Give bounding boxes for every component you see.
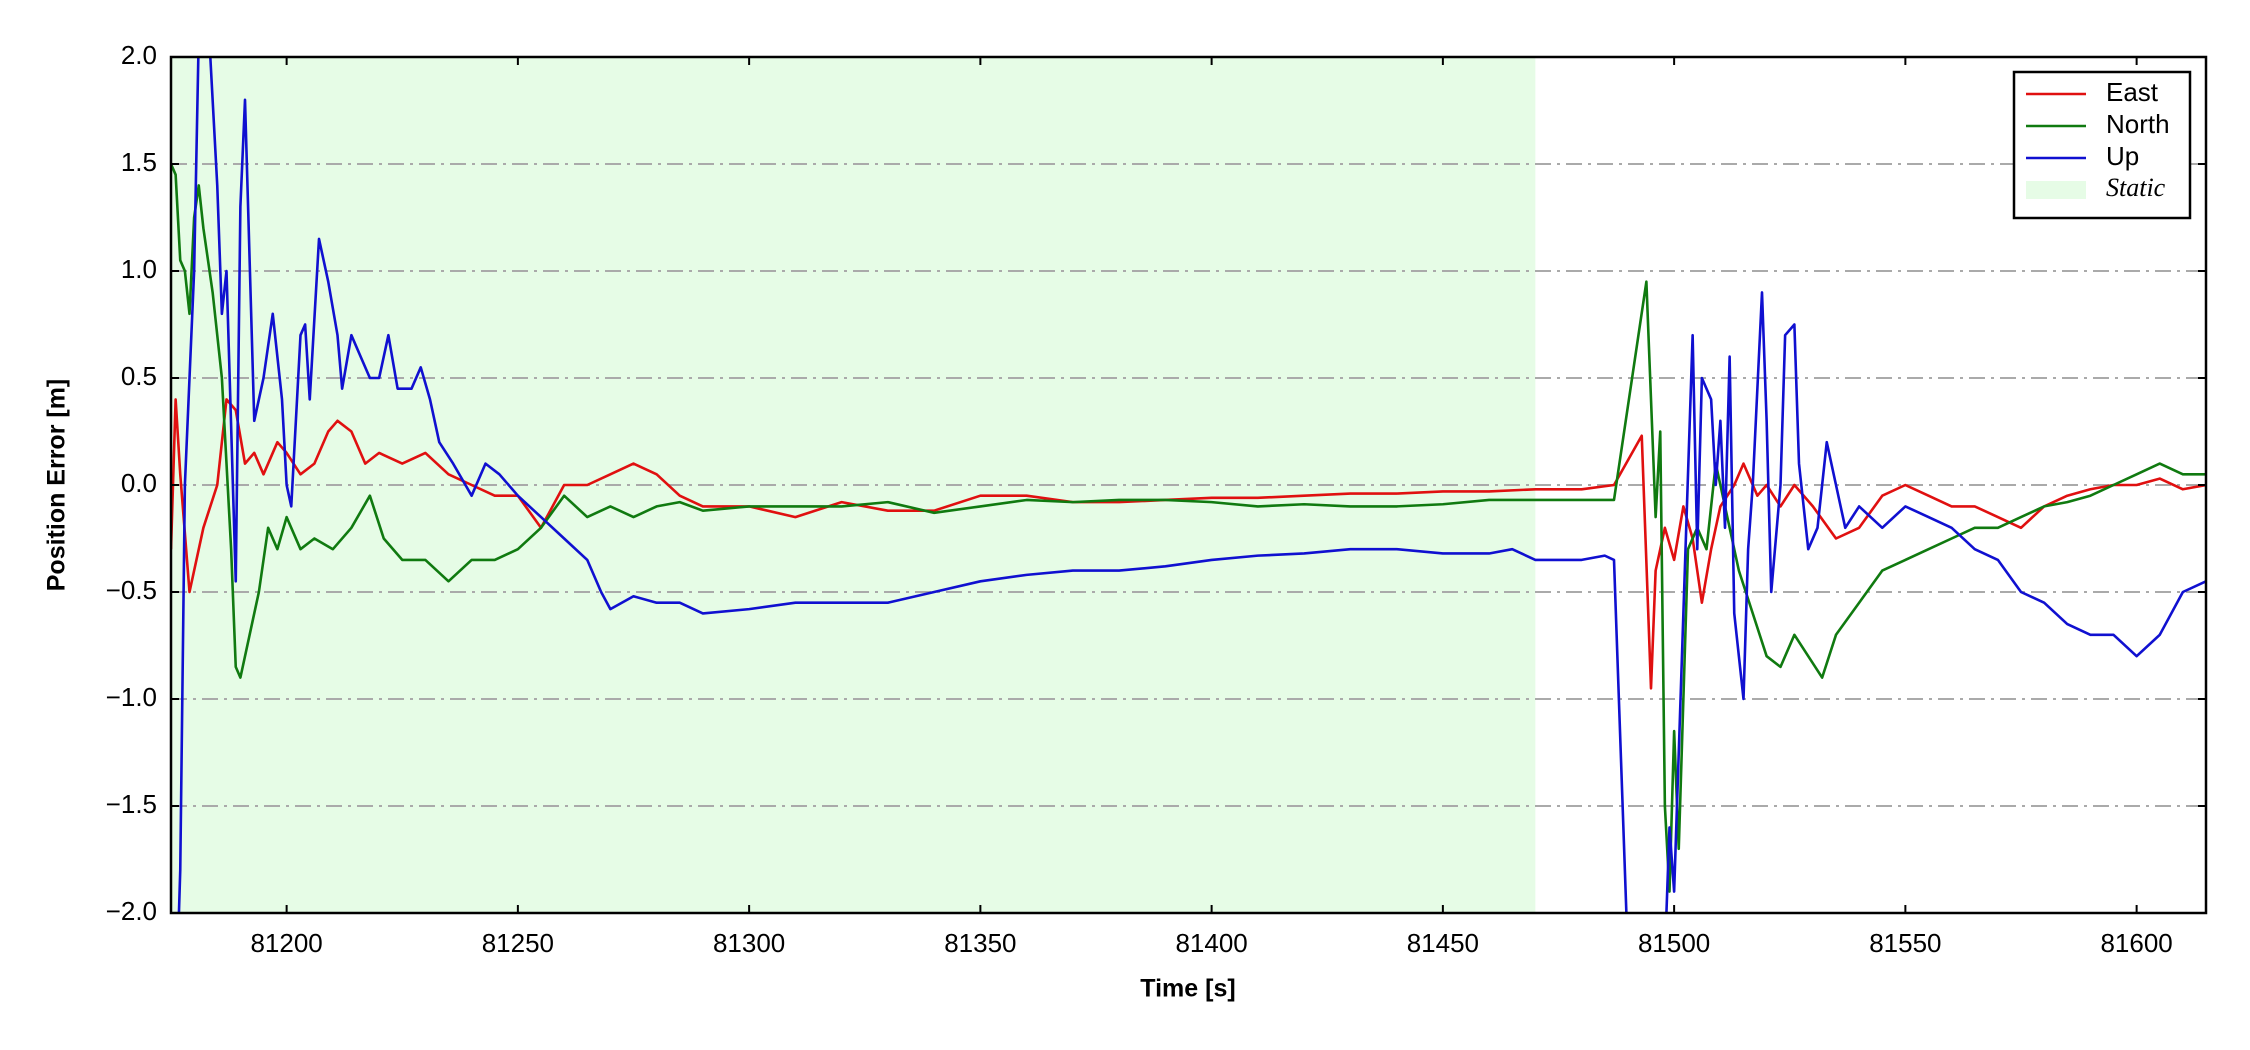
- y-axis-label: Position Error [m]: [43, 379, 71, 592]
- y-tick-label: 0.0: [121, 468, 157, 498]
- series-line: [171, 57, 2206, 913]
- x-tick-label: 81600: [2100, 928, 2172, 958]
- lines-layer: [171, 57, 2206, 913]
- legend-swatch: [2026, 181, 2086, 199]
- x-tick-label: 81300: [713, 928, 785, 958]
- x-tick-label: 81200: [250, 928, 322, 958]
- x-tick-label: 81450: [1407, 928, 1479, 958]
- y-tick-label: −2.0: [106, 896, 157, 926]
- x-tick-label: 81500: [1638, 928, 1710, 958]
- x-tick-label: 81250: [482, 928, 554, 958]
- x-tick-label: 81550: [1869, 928, 1941, 958]
- y-tick-label: 1.0: [121, 254, 157, 284]
- x-tick-label: 81350: [944, 928, 1016, 958]
- axes-layer: −2.0 −1.5 −1.0 −0.5 0.0 0.5 1.0 1.5 2.0 81200 8125…: [106, 40, 2208, 958]
- y-tick-label: 0.5: [121, 361, 157, 391]
- legend-label: East: [2106, 77, 2159, 107]
- x-tick-label: 81400: [1175, 928, 1247, 958]
- plot-frame: [169, 55, 2208, 915]
- y-tick-label: −1.5: [106, 789, 157, 819]
- series-line: [171, 398, 2206, 690]
- y-tick-label: 2.0: [121, 40, 157, 70]
- legend-label: Up: [2106, 141, 2139, 171]
- y-tick-label: −1.0: [106, 682, 157, 712]
- x-axis-label: Time [s]: [1140, 975, 1235, 1003]
- legend-label: North: [2106, 109, 2170, 139]
- y-tick-label: 1.5: [121, 147, 157, 177]
- series-line: [171, 163, 2206, 893]
- y-tick-label: −0.5: [106, 575, 157, 605]
- legend-label: Static: [2106, 173, 2166, 202]
